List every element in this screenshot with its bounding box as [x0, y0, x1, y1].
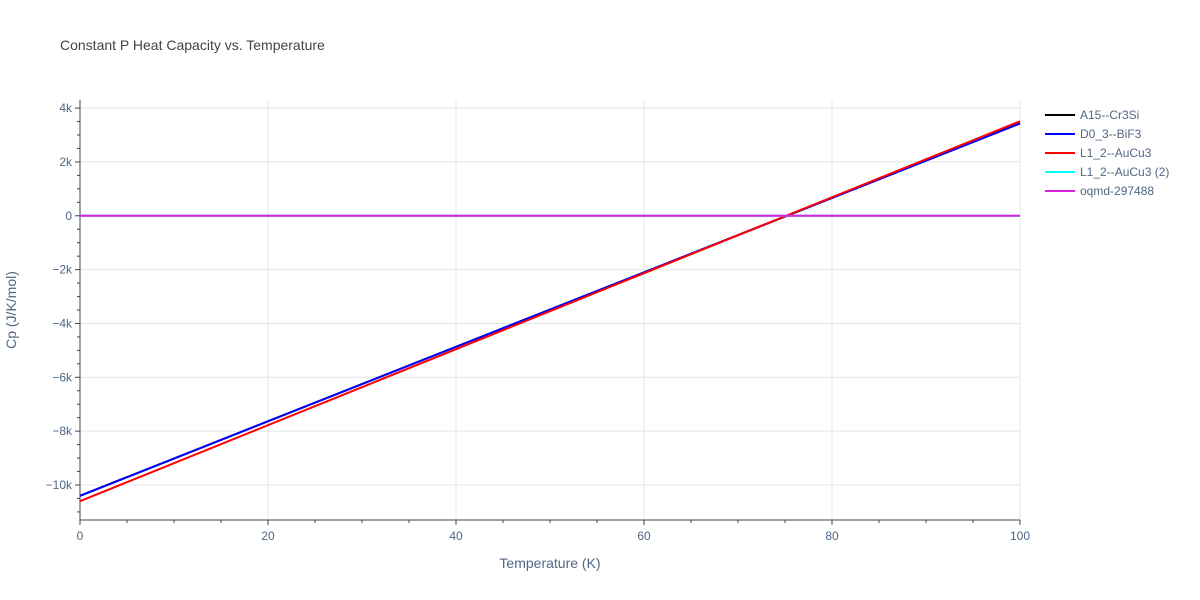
- y-tick-label: −8k: [52, 424, 73, 438]
- x-tick-label: 0: [77, 529, 84, 543]
- y-tick-label: 4k: [59, 101, 73, 115]
- legend-item[interactable]: D0_3--BiF3: [1045, 127, 1142, 141]
- y-tick-label: −4k: [52, 316, 73, 330]
- x-ticks: 0 20 40 60 80 100: [77, 520, 1030, 543]
- series-line: [79, 120, 1021, 503]
- x-tick-label: 80: [825, 529, 839, 543]
- series-group: [79, 120, 1021, 503]
- legend-item[interactable]: oqmd-297488: [1045, 184, 1154, 198]
- legend-item[interactable]: L1_2--AuCu3: [1045, 146, 1152, 160]
- x-axis-title: Temperature (K): [499, 555, 600, 571]
- legend-item[interactable]: L1_2--AuCu3 (2): [1045, 165, 1169, 179]
- legend: A15--Cr3Si D0_3--BiF3 L1_2--AuCu3 L1_2--AuC…: [1045, 108, 1169, 198]
- legend-label: L1_2--AuCu3 (2): [1080, 165, 1169, 179]
- x-tick-label: 60: [637, 529, 651, 543]
- y-tick-label: 2k: [59, 155, 73, 169]
- y-tick-label: 0: [65, 209, 72, 223]
- y-tick-label: −6k: [52, 370, 73, 384]
- x-tick-label: 20: [261, 529, 275, 543]
- y-ticks: 4k 2k 0 −2k −4k −6k −8k −10k: [46, 101, 80, 513]
- legend-label: oqmd-297488: [1080, 184, 1154, 198]
- grid: [80, 100, 1021, 520]
- legend-label: D0_3--BiF3: [1080, 127, 1142, 141]
- y-tick-label: −10k: [46, 478, 73, 492]
- x-tick-label: 100: [1010, 529, 1030, 543]
- y-axis-title: Cp (J/K/mol): [3, 271, 19, 349]
- y-tick-label: −2k: [52, 263, 73, 277]
- legend-label: L1_2--AuCu3: [1080, 146, 1152, 160]
- legend-label: A15--Cr3Si: [1080, 108, 1139, 122]
- x-tick-label: 40: [449, 529, 463, 543]
- chart-title: Constant P Heat Capacity vs. Temperature: [60, 37, 325, 53]
- legend-item[interactable]: A15--Cr3Si: [1045, 108, 1139, 122]
